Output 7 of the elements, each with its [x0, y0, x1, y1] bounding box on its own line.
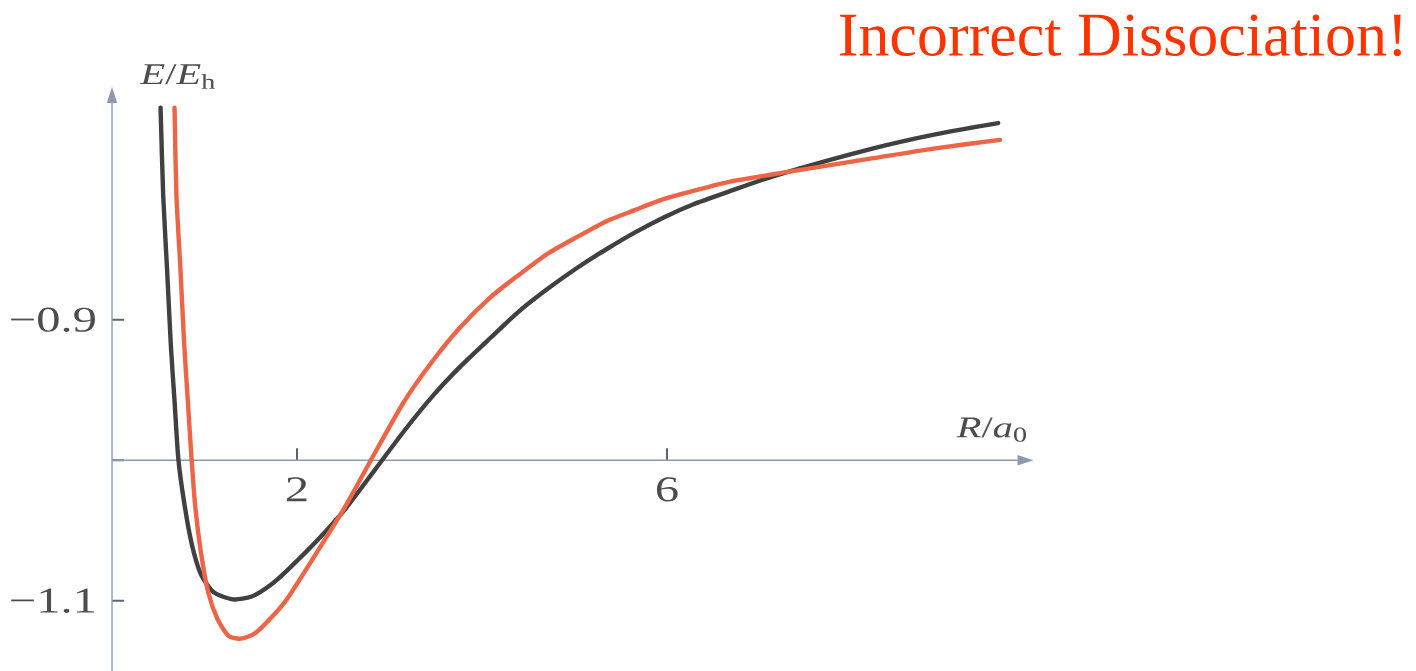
y-tick-label: −1.1: [11, 588, 95, 613]
y-tick-label: −0.9: [11, 307, 95, 332]
y-axis-title: E/E$_{h}$: [139, 64, 215, 89]
x-axis-title: R/a$_{0}$: [956, 417, 1027, 442]
x-tick-label: 2: [286, 477, 307, 502]
chart-title: Incorrect Dissociation!: [840, 14, 1401, 57]
x-tick-label: 6: [656, 477, 678, 502]
